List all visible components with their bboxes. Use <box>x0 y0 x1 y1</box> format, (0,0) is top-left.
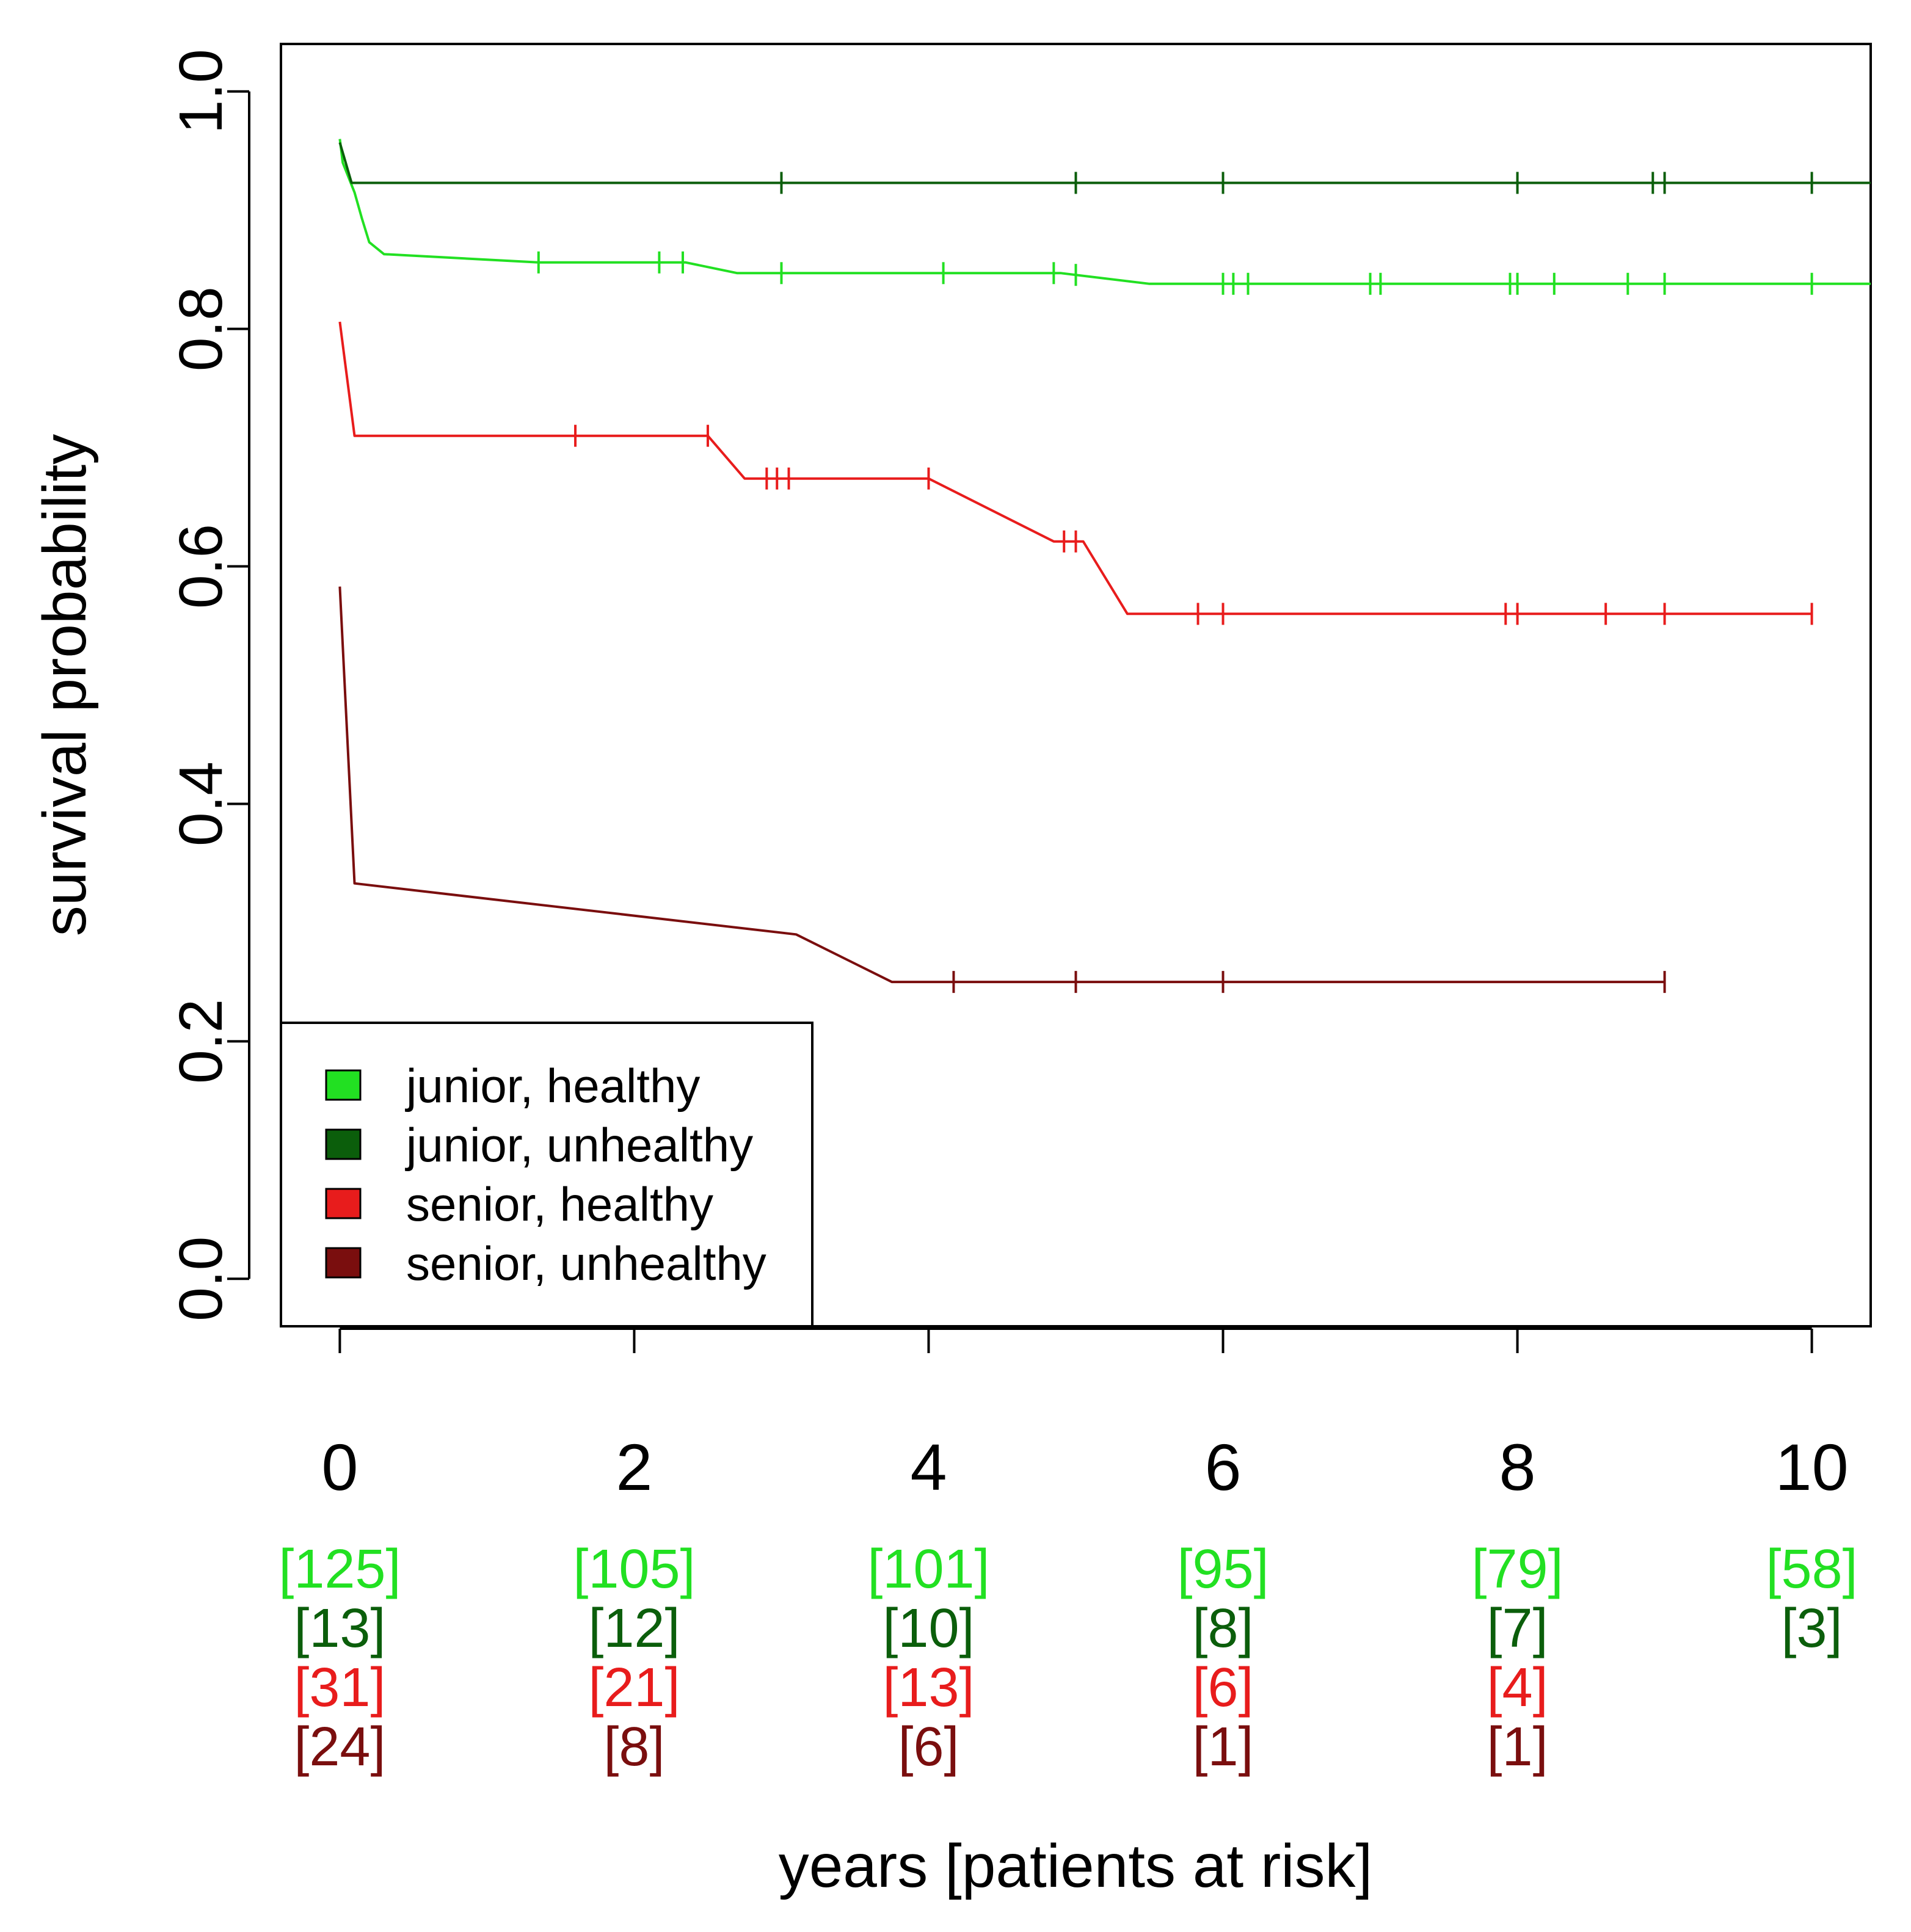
series-line-senior-unhealthy <box>338 586 1665 984</box>
at-risk-count: [8] <box>1192 1598 1253 1659</box>
at-risk-count: [24] <box>294 1716 385 1778</box>
at-risk-count: [79] <box>1471 1539 1563 1600</box>
legend-swatch <box>325 1069 362 1101</box>
series-layer <box>338 139 1871 993</box>
legend-label: senior, healthy <box>406 1177 713 1231</box>
at-risk-count: [4] <box>1487 1657 1548 1718</box>
at-risk-count: [101] <box>867 1539 989 1600</box>
y-tick-label: 0.2 <box>167 999 235 1084</box>
at-risk-count: [8] <box>603 1716 664 1778</box>
x-tick-label: 4 <box>910 1430 947 1504</box>
x-tick-label: 2 <box>616 1430 652 1504</box>
at-risk-count: [31] <box>294 1657 385 1718</box>
at-risk-count: [13] <box>883 1657 974 1718</box>
at-risk-count: [105] <box>573 1539 695 1600</box>
legend-box <box>280 1022 814 1327</box>
legend-label: senior, unhealthy <box>406 1237 766 1290</box>
at-risk-count: [125] <box>278 1539 401 1600</box>
series-line-senior-healthy <box>338 321 1812 616</box>
x-tick-label: 0 <box>321 1430 358 1504</box>
y-tick-label: 0.4 <box>167 761 235 846</box>
series-line-junior-unhealthy <box>338 142 1871 184</box>
y-tick-label: 0.0 <box>167 1237 235 1321</box>
x-tick-label: 10 <box>1775 1430 1849 1504</box>
at-risk-count: [3] <box>1782 1598 1843 1659</box>
at-risk-count: [7] <box>1487 1598 1548 1659</box>
series-line-junior-healthy <box>338 139 1871 285</box>
legend-label: junior, unhealthy <box>405 1118 753 1172</box>
legend-label: junior, healthy <box>405 1059 700 1113</box>
legend-swatch <box>325 1128 362 1160</box>
at-risk-count: [95] <box>1177 1539 1269 1600</box>
at-risk-count: [12] <box>588 1598 680 1659</box>
at-risk-count: [6] <box>898 1716 959 1778</box>
at-risk-count: [21] <box>588 1657 680 1718</box>
at-risk-count: [6] <box>1192 1657 1253 1718</box>
legend-swatch <box>325 1247 362 1279</box>
at-risk-count: [1] <box>1487 1716 1548 1778</box>
at-risk-count: [58] <box>1766 1539 1858 1600</box>
at-risk-count: [1] <box>1192 1716 1253 1778</box>
at-risk-count: [10] <box>883 1598 974 1659</box>
at-risk-table: [125] [105] [101] [95] [79] [58][13] [12] [10][… <box>278 1539 1857 1778</box>
legend-swatch <box>325 1188 362 1219</box>
plot-area-frame <box>280 43 1872 1327</box>
at-risk-count: [13] <box>294 1598 385 1659</box>
y-axis-label: survival probability <box>31 434 99 937</box>
x-tick-label: 8 <box>1499 1430 1536 1504</box>
axes-layer: 0.0 0.2 0.4 0.6 0.8 1.0 0 2 4 6 8 10 <box>167 49 1849 1504</box>
y-tick-label: 0.8 <box>167 286 235 371</box>
y-tick-label: 1.0 <box>167 49 235 134</box>
x-axis-label: years [patients at risk] <box>779 1832 1373 1900</box>
y-tick-label: 0.6 <box>167 524 235 609</box>
x-tick-label: 6 <box>1204 1430 1241 1504</box>
